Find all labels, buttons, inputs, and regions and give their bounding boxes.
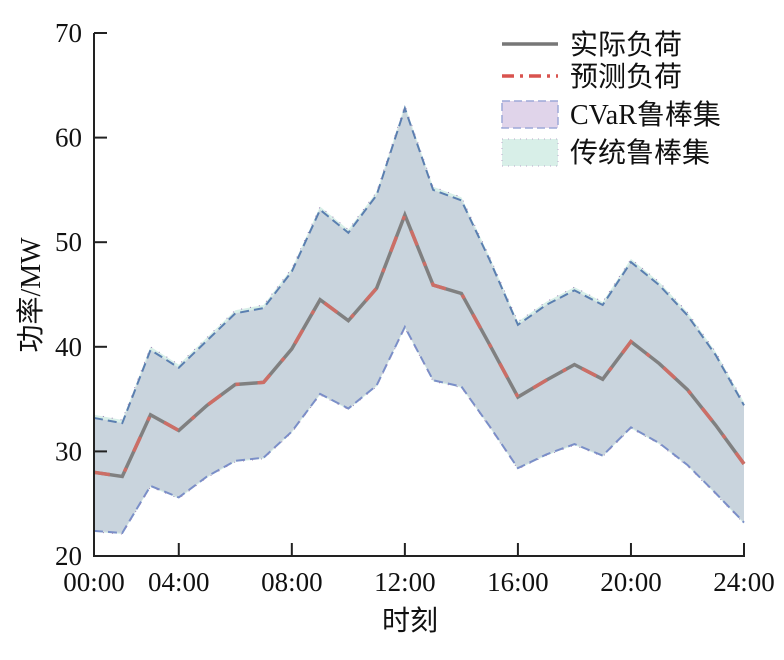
- legend-forecast-label: 预测负荷: [570, 61, 682, 93]
- x-tick-label: 16:00: [487, 567, 549, 597]
- cvar-lower-edge: [93, 324, 745, 535]
- legend-cvar-swatch: [501, 100, 559, 129]
- y-tick-label: 20: [55, 541, 82, 571]
- x-tick-label: 04:00: [148, 567, 210, 597]
- robust-set-bands: [93, 103, 745, 535]
- x-tick-label: 12:00: [374, 567, 436, 597]
- cvar-robust-band: [94, 108, 744, 533]
- y-tick-label: 30: [55, 436, 82, 466]
- legend-traditional-label: 传统鲁棒集: [570, 137, 710, 169]
- x-tick-label: 08:00: [261, 567, 323, 597]
- y-tick-label: 60: [55, 123, 82, 153]
- legend-cvar-label: CVaR鲁棒集: [570, 99, 721, 131]
- actual-load-line: [93, 210, 746, 479]
- cvar-upper-edge: [93, 105, 745, 425]
- x-tick-label: 20:00: [600, 567, 662, 597]
- x-tick-label: 24:00: [713, 567, 775, 597]
- x-axis-label: 时刻: [382, 605, 438, 637]
- y-axis-label: 功率/MW: [15, 237, 47, 353]
- legend-actual-label: 实际负荷: [570, 29, 682, 61]
- load-lines: [93, 210, 746, 479]
- traditional-upper-edge: [93, 103, 745, 421]
- y-tick-label: 50: [55, 227, 82, 257]
- legend-traditional-swatch: [501, 138, 559, 167]
- y-tick-label: 70: [55, 18, 82, 48]
- y-tick-label: 40: [55, 332, 82, 362]
- x-tick-label: 00:00: [63, 567, 125, 597]
- axes: 20 30 40 50 60 70 00:00 04:00 08:00 12:00 16:00 20:…: [55, 18, 775, 597]
